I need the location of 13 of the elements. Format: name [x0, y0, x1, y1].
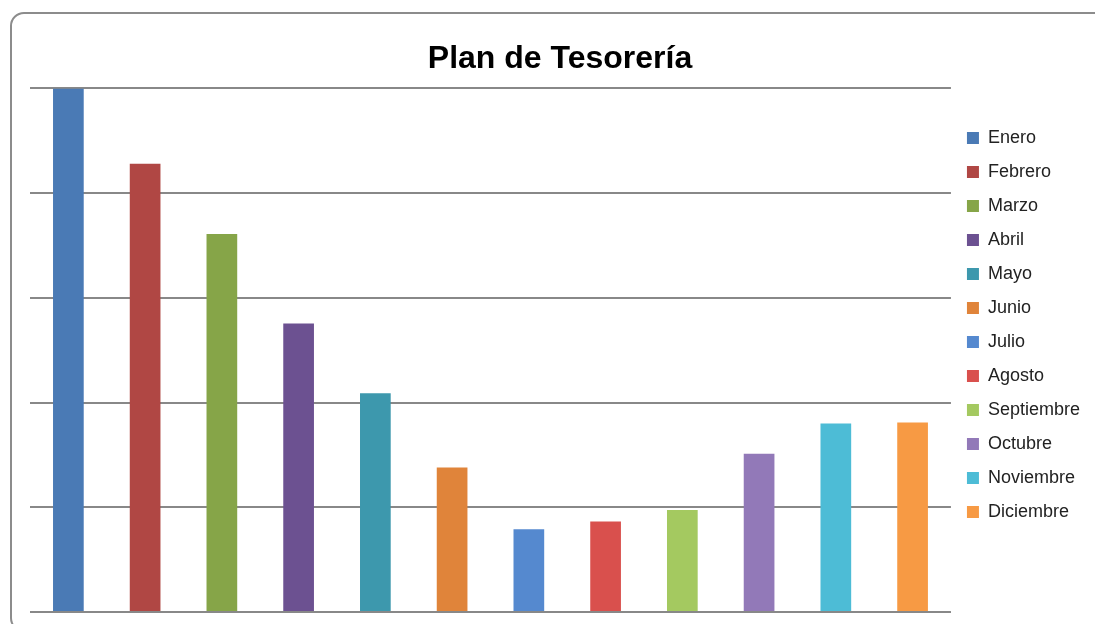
legend-label: Junio	[987, 296, 1031, 317]
chart-title: Plan de Tesorería	[427, 39, 693, 76]
legend-label: Julio	[987, 330, 1025, 351]
legend-label: Diciembre	[987, 500, 1069, 521]
legend-label: Enero	[987, 126, 1036, 147]
legend-label: Agosto	[987, 364, 1044, 385]
legend-label: Abril	[987, 228, 1024, 249]
legend-label: Septiembre	[987, 398, 1081, 419]
legend-label: Noviembre	[987, 466, 1075, 487]
legend-label: Octubre	[987, 432, 1052, 453]
legend-label: Marzo	[987, 194, 1038, 215]
legend-label: Mayo	[987, 262, 1032, 283]
legend-label: Febrero	[987, 160, 1051, 181]
